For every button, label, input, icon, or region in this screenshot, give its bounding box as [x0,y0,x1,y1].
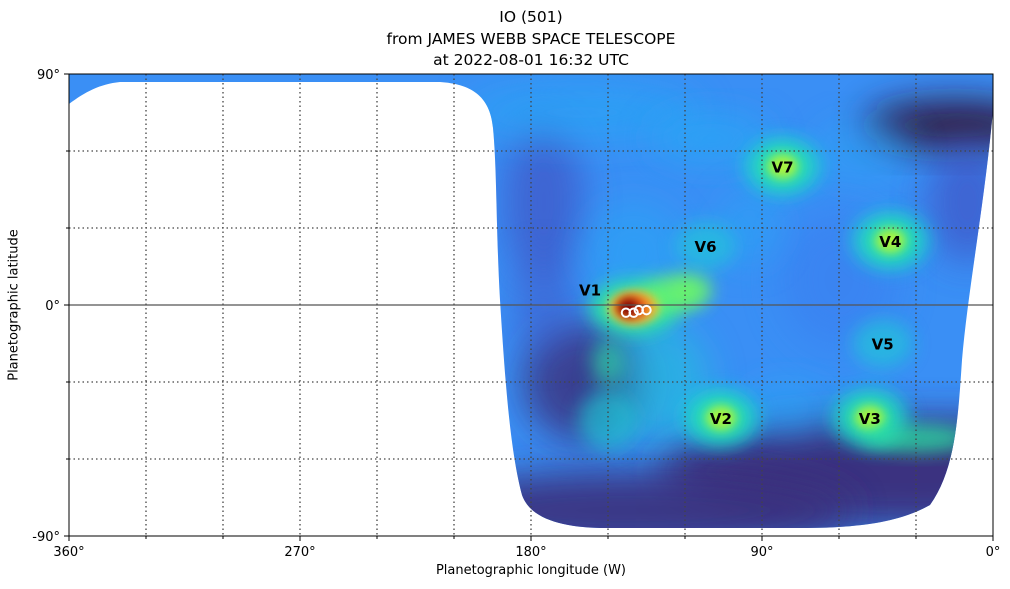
y-tick-label: -90° [32,530,60,545]
chart-title-line-1: IO (501) [499,8,563,26]
y-tick-label: 90° [37,68,60,83]
y-axis-ticks: 90° 0° -90° [32,68,69,545]
hotspot-label-v2: V2 [710,410,732,428]
blob [767,154,798,179]
blob [413,470,854,528]
hotspot-label-v3: V3 [859,410,881,428]
surface-map [69,74,993,528]
hotspot-markers [620,304,652,318]
blob [875,228,906,253]
blob [705,405,736,430]
blob [927,142,993,263]
blob [854,405,885,430]
hotspot-label-v4: V4 [879,233,901,251]
x-axis-ticks: 360° 270° 180° 90° 0° [53,536,1000,560]
x-tick-label: 360° [53,545,84,560]
blob [675,221,736,270]
blob [814,121,915,181]
hotspot-marker [628,307,639,318]
x-tick-label: 90° [750,545,773,560]
hotspot-label-v6: V6 [695,238,717,256]
x-axis-label: Planetographic longitude (W) [435,563,627,578]
x-tick-label: 180° [515,545,546,560]
blob [852,319,913,368]
hotspot-label-v7: V7 [772,158,794,176]
hotspot-labels: V1 V2 V3 V4 V5 V6 V7 [579,158,901,428]
hotspot-marker [641,304,652,316]
hotspot-label-v5: V5 [872,336,894,354]
x-tick-label: 270° [284,545,315,560]
x-tick-label: 0° [986,545,1001,560]
y-axis-label: Planetographic latitude [6,229,22,381]
blob [668,275,713,304]
chart-title-line-3: at 2022-08-01 16:32 UTC [433,51,629,69]
blob [592,339,624,384]
blob [742,382,833,433]
blob [503,122,584,283]
hotspot-label-v1: V1 [579,282,601,300]
blob [462,82,703,143]
blob [861,424,971,453]
y-tick-label: 0° [45,299,60,314]
chart-title-line-2: from JAMES WEBB SPACE TELESCOPE [386,30,676,48]
